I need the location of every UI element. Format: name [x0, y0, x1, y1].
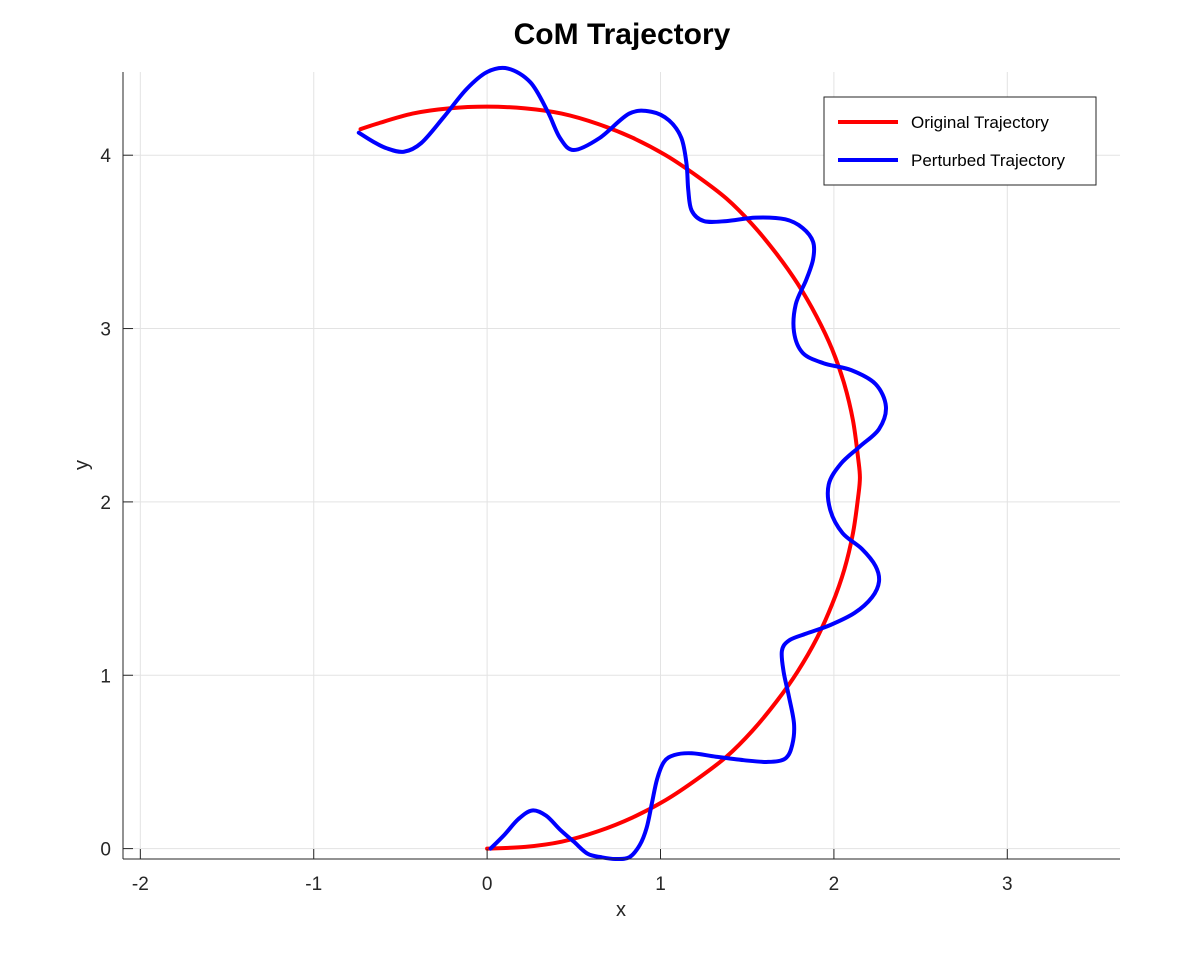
- grid: [123, 72, 1120, 859]
- perturbed-trajectory-line: [356, 65, 888, 862]
- x-tick-label: 3: [1002, 874, 1013, 895]
- original-trajectory-line: [358, 104, 862, 851]
- ticks: -2 -1 0 1 2 3 0 1 2 3 4: [100, 146, 1012, 895]
- legend-label-perturbed: Perturbed Trajectory: [911, 151, 1066, 170]
- series-layer: [356, 65, 888, 862]
- y-axis-label: y: [71, 460, 93, 470]
- x-tick-label: -1: [305, 874, 322, 895]
- x-tick-label: -2: [132, 874, 149, 895]
- x-tick-label: 1: [655, 874, 666, 895]
- y-tick-label: 1: [100, 666, 111, 687]
- y-tick-label: 4: [100, 146, 111, 167]
- legend-box: [823, 96, 1097, 186]
- y-tick-label: 3: [100, 320, 111, 341]
- x-axis-label: x: [616, 899, 626, 921]
- x-tick-label: 2: [829, 874, 840, 895]
- legend: Original Trajectory Perturbed Trajectory: [823, 96, 1097, 186]
- axes: [122, 72, 1120, 860]
- legend-label-original: Original Trajectory: [911, 113, 1049, 132]
- chart-title: CoM Trajectory: [514, 18, 731, 51]
- x-tick-label: 0: [482, 874, 493, 895]
- y-tick-label: 2: [100, 493, 111, 514]
- y-tick-label: 0: [100, 840, 111, 861]
